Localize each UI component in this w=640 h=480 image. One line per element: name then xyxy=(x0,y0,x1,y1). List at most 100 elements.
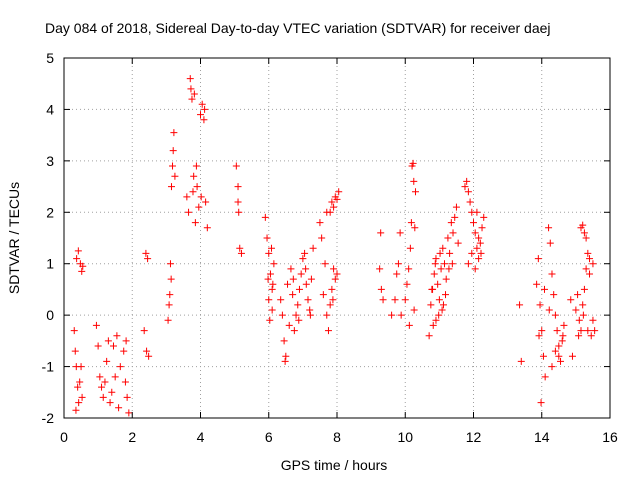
data-point xyxy=(446,249,454,257)
data-point xyxy=(560,321,568,329)
chart-title: Day 084 of 2018, Sidereal Day-to-day VTE… xyxy=(45,20,551,36)
data-point xyxy=(321,260,329,268)
data-point xyxy=(388,311,396,319)
data-point xyxy=(393,270,401,278)
data-point xyxy=(379,296,387,304)
data-point xyxy=(70,327,78,335)
data-point xyxy=(333,270,341,278)
data-point xyxy=(171,172,179,180)
y-tick-label: 3 xyxy=(46,153,54,169)
data-point xyxy=(397,311,405,319)
data-point xyxy=(468,249,476,257)
data-point xyxy=(306,306,314,314)
data-point xyxy=(237,249,245,257)
data-point xyxy=(548,270,556,278)
x-tick-label: 4 xyxy=(197,429,205,445)
data-point xyxy=(517,357,525,365)
data-point xyxy=(96,373,104,381)
data-point xyxy=(77,363,85,371)
data-point xyxy=(580,229,588,237)
data-point xyxy=(289,275,297,283)
data-point xyxy=(333,195,341,203)
data-point xyxy=(454,239,462,247)
data-point xyxy=(435,311,443,319)
data-point xyxy=(302,265,310,273)
data-point xyxy=(78,267,86,275)
data-point xyxy=(545,224,553,232)
x-tick-label: 2 xyxy=(128,429,136,445)
data-point xyxy=(203,224,211,232)
data-point xyxy=(331,275,339,283)
data-point xyxy=(297,270,305,278)
x-tick-label: 14 xyxy=(534,429,550,445)
data-point xyxy=(319,291,327,299)
data-point xyxy=(584,249,592,257)
data-point xyxy=(580,285,588,293)
data-point xyxy=(473,208,481,216)
data-point xyxy=(169,147,177,155)
data-point xyxy=(166,260,174,268)
data-point xyxy=(164,316,172,324)
data-point xyxy=(284,280,292,288)
data-point xyxy=(411,224,419,232)
data-point xyxy=(72,406,80,414)
data-point xyxy=(198,100,206,108)
data-point xyxy=(167,183,175,191)
data-point xyxy=(289,291,297,299)
data-point xyxy=(434,280,442,288)
x-axis-label: GPS time / hours xyxy=(281,457,388,473)
data-point xyxy=(430,270,438,278)
data-point xyxy=(299,255,307,263)
data-point xyxy=(447,219,455,227)
data-point xyxy=(144,255,152,263)
data-point xyxy=(140,327,148,335)
data-point xyxy=(265,296,273,304)
x-tick-label: 8 xyxy=(333,429,341,445)
data-point xyxy=(405,265,413,273)
data-point xyxy=(287,265,295,273)
data-point xyxy=(183,193,191,201)
data-point xyxy=(78,393,86,401)
data-point xyxy=(113,332,121,340)
data-point xyxy=(534,255,542,263)
data-point xyxy=(75,399,83,407)
data-point xyxy=(109,342,117,350)
data-point xyxy=(582,234,590,242)
data-point xyxy=(264,275,272,283)
data-point xyxy=(106,399,114,407)
data-point xyxy=(464,188,472,196)
data-point xyxy=(277,296,285,304)
data-point xyxy=(120,347,128,355)
data-point xyxy=(551,311,559,319)
data-point xyxy=(579,221,587,229)
data-point xyxy=(427,301,435,309)
data-point xyxy=(235,208,243,216)
data-point xyxy=(435,296,443,304)
data-point xyxy=(410,306,418,314)
y-tick-label: 1 xyxy=(46,256,54,272)
data-point xyxy=(103,357,111,365)
data-point xyxy=(558,337,566,345)
y-tick-label: 5 xyxy=(46,50,54,66)
data-point xyxy=(74,383,82,391)
data-point xyxy=(269,280,277,288)
data-point xyxy=(193,183,201,191)
data-point xyxy=(268,306,276,314)
data-point xyxy=(281,357,289,365)
data-point xyxy=(394,260,402,268)
x-tick-label: 0 xyxy=(60,429,68,445)
data-point xyxy=(236,244,244,252)
data-point xyxy=(406,244,414,252)
data-point xyxy=(330,203,338,211)
data-point xyxy=(540,285,548,293)
data-point xyxy=(567,296,575,304)
data-point xyxy=(579,311,587,319)
data-point xyxy=(425,332,433,340)
data-point xyxy=(73,255,81,263)
data-point xyxy=(302,280,310,288)
data-point xyxy=(471,229,479,237)
data-point xyxy=(142,249,150,257)
y-tick-label: -2 xyxy=(42,410,55,426)
data-point xyxy=(307,275,315,283)
